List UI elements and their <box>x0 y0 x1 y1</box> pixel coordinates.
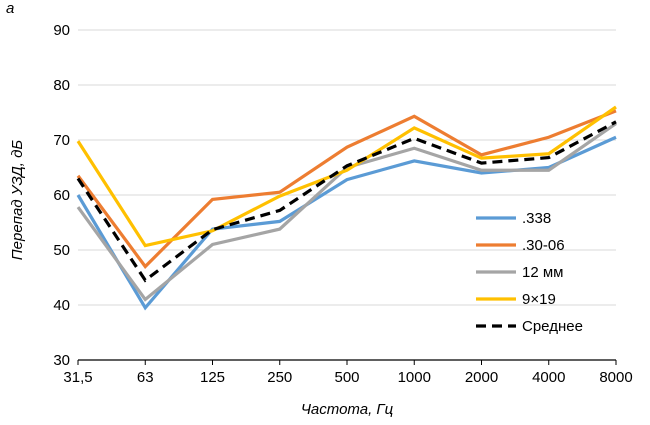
legend-label: .338 <box>522 210 551 227</box>
y-tick-label: 50 <box>53 242 70 259</box>
x-tick-label: 1000 <box>398 369 431 386</box>
y-tick-label: 90 <box>53 22 70 39</box>
series-line-1 <box>76 109 617 269</box>
y-tick-label: 40 <box>53 297 70 314</box>
legend-label: Среднее <box>522 318 583 335</box>
y-axis-title: Перепад УЗД, дБ <box>9 140 26 261</box>
y-tick-label: 70 <box>53 132 70 149</box>
x-tick-label: 125 <box>200 369 225 386</box>
legend: .338 .30-06 12 мм 9×19 Среднее <box>476 210 583 335</box>
series-line-3 <box>76 105 617 248</box>
x-tick-label: 31,5 <box>63 369 92 386</box>
x-tick-label: 500 <box>334 369 359 386</box>
panel-label: а <box>6 0 15 17</box>
x-axis-title: Частота, Гц <box>301 401 394 418</box>
x-tick-label: 63 <box>137 369 154 386</box>
legend-label: 9×19 <box>522 291 556 308</box>
series-line-4 <box>76 120 617 283</box>
y-tick-label: 30 <box>53 352 70 369</box>
gridlines <box>77 29 617 365</box>
x-tick-label: 2000 <box>465 369 498 386</box>
x-tick-label: 250 <box>267 369 292 386</box>
y-tick-label: 60 <box>53 187 70 204</box>
legend-label: 12 мм <box>522 264 563 281</box>
x-tick-label: 4000 <box>532 369 565 386</box>
y-tick-label: 80 <box>53 77 70 94</box>
x-tick-label: 8000 <box>599 369 632 386</box>
legend-label: .30-06 <box>522 237 565 254</box>
series-lines <box>76 105 617 311</box>
tick-labels: 30 40 50 60 70 80 90 31,5 63 125 250 500 1000 2000 400… <box>53 22 632 386</box>
